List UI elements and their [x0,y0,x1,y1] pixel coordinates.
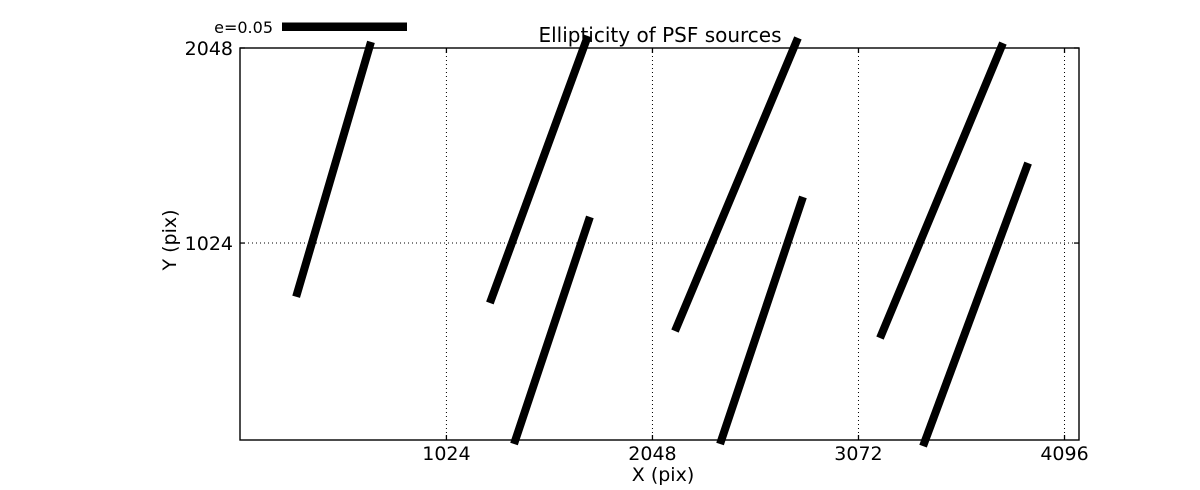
ellipticity-segment-7 [919,161,1032,448]
y-tick-label-2048: 2048 [185,38,233,60]
x-axis-label: X (pix) [632,464,694,486]
tick-labels: 1024 2048 3072 4096 1024 2048 [185,38,1089,465]
y-tick-label-1024: 1024 [185,233,233,255]
x-tick-label-3072: 3072 [834,443,882,465]
legend-label: e=0.05 [214,18,273,37]
ellipticity-segment-2 [486,34,592,305]
gridlines [240,48,1079,440]
x-tick-label-1024: 1024 [422,443,470,465]
ellipticity-segment-6 [876,41,1007,340]
ellipticity-segment-4 [671,36,802,333]
x-tick-label-4096: 4096 [1040,443,1088,465]
plot-frame [239,47,1080,441]
chart-title: Ellipticity of PSF sources [538,23,781,47]
ellipticity-segment-5 [716,195,807,446]
ellipticity-segment-3 [510,215,594,446]
ellipticity-segment-1 [292,40,375,298]
x-tick-label-2048: 2048 [628,443,676,465]
legend-sample-bar [282,22,407,31]
y-axis-label: Y (pix) [159,209,181,271]
ellipticity-segments [292,34,1032,448]
